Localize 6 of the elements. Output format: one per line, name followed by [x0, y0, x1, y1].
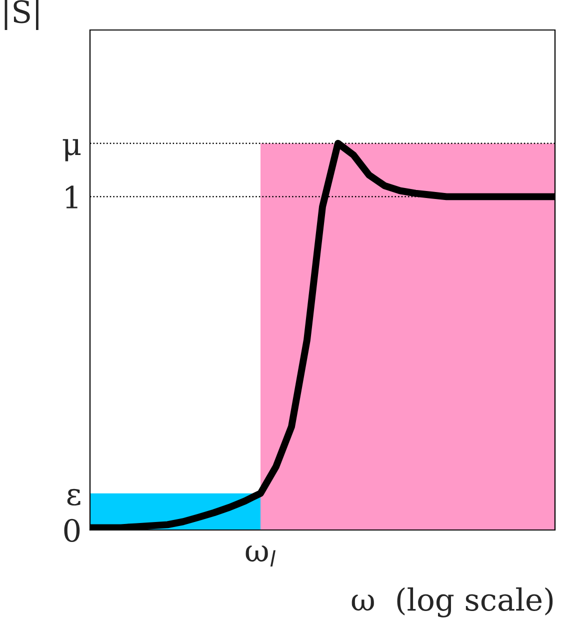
y-tick-label: ε [67, 488, 80, 506]
x-axis-title: ω (log scale) [352, 587, 553, 618]
y-tick-label: 1 [66, 186, 78, 208]
y-tick-label: 0 [64, 518, 80, 542]
y-tick-label: μ [62, 139, 81, 162]
x-tick-label: ω$_{l}$ [246, 546, 276, 567]
